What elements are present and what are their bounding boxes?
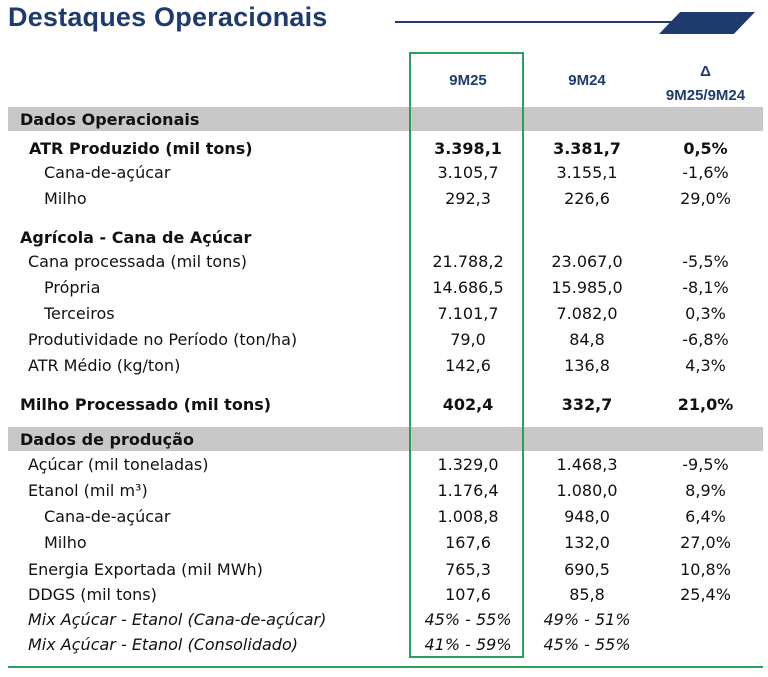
row-label: Terceiros <box>44 304 115 323</box>
value-9m25: 167,6 <box>445 533 491 552</box>
value-delta: -6,8% <box>682 330 729 349</box>
delta-symbol: Δ <box>700 63 711 80</box>
value-9m25: 765,3 <box>445 560 491 579</box>
table-row: Produtividade no Período (ton/ha) 79,0 8… <box>8 326 763 352</box>
value-9m24: 45% - 55% <box>543 635 631 654</box>
table-row: Mix Açúcar - Etanol (Consolidado) 41% - … <box>8 631 763 657</box>
row-label: Agrícola - Cana de Açúcar <box>20 228 252 247</box>
value-9m25: 1.008,8 <box>437 507 499 526</box>
row-label: Mix Açúcar - Etanol (Cana-de-açúcar) <box>28 610 327 629</box>
value-9m24: 15.985,0 <box>551 278 623 297</box>
value-9m25: 14.686,5 <box>432 278 504 297</box>
value-9m24: 49% - 51% <box>543 610 631 629</box>
value-delta: 4,3% <box>685 356 726 375</box>
row-label: Milho <box>44 533 87 552</box>
value-delta: 21,0% <box>677 395 734 414</box>
table-row: Própria 14.686,5 15.985,0 -8,1% <box>8 274 763 300</box>
section-label: Dados de produção <box>20 430 194 449</box>
value-delta: 6,4% <box>685 507 726 526</box>
value-9m24: 23.067,0 <box>551 252 623 271</box>
row-label: Cana-de-açúcar <box>44 163 171 182</box>
table-row: ATR Produzido (mil tons) 3.398,1 3.381,7… <box>8 135 763 161</box>
value-delta: 25,4% <box>680 585 731 604</box>
column-header-9m25: 9M25 <box>449 72 487 89</box>
column-header-delta: Δ 9M25/9M24 <box>648 60 763 108</box>
table-row: Cana-de-açúcar 3.105,7 3.155,1 -1,6% <box>8 159 763 185</box>
row-label: Cana-de-açúcar <box>44 507 171 526</box>
row-label: DDGS (mil tons) <box>28 585 157 604</box>
value-9m25: 402,4 <box>442 395 494 414</box>
value-delta: 10,8% <box>680 560 731 579</box>
value-delta: -1,6% <box>682 163 729 182</box>
value-9m25: 79,0 <box>450 330 486 349</box>
value-delta: 0,3% <box>685 304 726 323</box>
value-9m24: 136,8 <box>564 356 610 375</box>
page-title: Destaques Operacionais <box>8 2 328 32</box>
value-delta: 29,0% <box>680 189 731 208</box>
table-row: Milho 292,3 226,6 29,0% <box>8 185 763 211</box>
row-label: Energia Exportada (mil MWh) <box>28 560 263 579</box>
value-9m24: 948,0 <box>564 507 610 526</box>
table-row: Milho 167,6 132,0 27,0% <box>8 529 763 555</box>
row-label: ATR Produzido (mil tons) <box>29 139 253 158</box>
value-delta: 27,0% <box>680 533 731 552</box>
title-rule <box>395 21 677 23</box>
value-delta: -9,5% <box>682 455 729 474</box>
value-delta: 8,9% <box>685 481 726 500</box>
value-9m25: 142,6 <box>445 356 491 375</box>
value-9m24: 85,8 <box>569 585 605 604</box>
value-delta: -8,1% <box>682 278 729 297</box>
value-9m24: 1.080,0 <box>556 481 618 500</box>
table-row: Cana-de-açúcar 1.008,8 948,0 6,4% <box>8 503 763 529</box>
table-row: ATR Médio (kg/ton) 142,6 136,8 4,3% <box>8 352 763 378</box>
value-9m24: 7.082,0 <box>556 304 618 323</box>
delta-period-label: 9M25/9M24 <box>665 87 746 104</box>
row-label: Etanol (mil m³) <box>28 481 148 500</box>
value-9m25: 107,6 <box>445 585 491 604</box>
value-9m25: 41% - 59% <box>424 635 512 654</box>
row-label: Própria <box>44 278 101 297</box>
value-9m25: 292,3 <box>445 189 491 208</box>
value-9m25: 1.176,4 <box>437 481 499 500</box>
value-9m24: 84,8 <box>569 330 605 349</box>
table-row: Mix Açúcar - Etanol (Cana-de-açúcar) 45%… <box>8 606 763 632</box>
value-9m24: 1.468,3 <box>556 455 618 474</box>
table-row: DDGS (mil tons) 107,6 85,8 25,4% <box>8 581 763 607</box>
table-row: Açúcar (mil toneladas) 1.329,0 1.468,3 -… <box>8 451 763 477</box>
row-label: ATR Médio (kg/ton) <box>28 356 181 375</box>
value-9m24: 226,6 <box>564 189 610 208</box>
row-label: Produtividade no Período (ton/ha) <box>28 330 298 349</box>
value-9m25: 1.329,0 <box>437 455 499 474</box>
title-decoration-parallelogram <box>659 12 755 34</box>
column-header-9m24: 9M24 <box>568 72 606 89</box>
table-row: Cana processada (mil tons) 21.788,2 23.0… <box>8 248 763 274</box>
section-header-dados-operacionais: Dados Operacionais <box>8 107 763 131</box>
value-9m24: 3.155,1 <box>556 163 618 182</box>
value-9m25: 3.105,7 <box>437 163 499 182</box>
value-9m25: 7.101,7 <box>437 304 499 323</box>
bottom-rule <box>8 666 763 668</box>
value-9m25: 3.398,1 <box>434 139 502 158</box>
value-delta: -5,5% <box>682 252 729 271</box>
row-label: Cana processada (mil tons) <box>28 252 247 271</box>
section-label: Dados Operacionais <box>20 110 200 129</box>
table-row: Energia Exportada (mil MWh) 765,3 690,5 … <box>8 556 763 582</box>
value-9m25: 21.788,2 <box>432 252 504 271</box>
table-row: Agrícola - Cana de Açúcar <box>8 224 763 250</box>
row-label: Milho Processado (mil tons) <box>20 395 272 414</box>
table-row: Terceiros 7.101,7 7.082,0 0,3% <box>8 300 763 326</box>
value-delta: 0,5% <box>683 139 728 158</box>
table-row: Etanol (mil m³) 1.176,4 1.080,0 8,9% <box>8 477 763 503</box>
section-header-dados-de-producao: Dados de produção <box>8 427 763 451</box>
row-label: Milho <box>44 189 87 208</box>
value-9m25: 45% - 55% <box>424 610 512 629</box>
value-9m24: 332,7 <box>561 395 613 414</box>
value-9m24: 132,0 <box>564 533 610 552</box>
value-9m24: 3.381,7 <box>553 139 621 158</box>
row-label: Açúcar (mil toneladas) <box>28 455 209 474</box>
row-label: Mix Açúcar - Etanol (Consolidado) <box>28 635 298 654</box>
value-9m24: 690,5 <box>564 560 610 579</box>
table-row: Milho Processado (mil tons) 402,4 332,7 … <box>8 391 763 417</box>
